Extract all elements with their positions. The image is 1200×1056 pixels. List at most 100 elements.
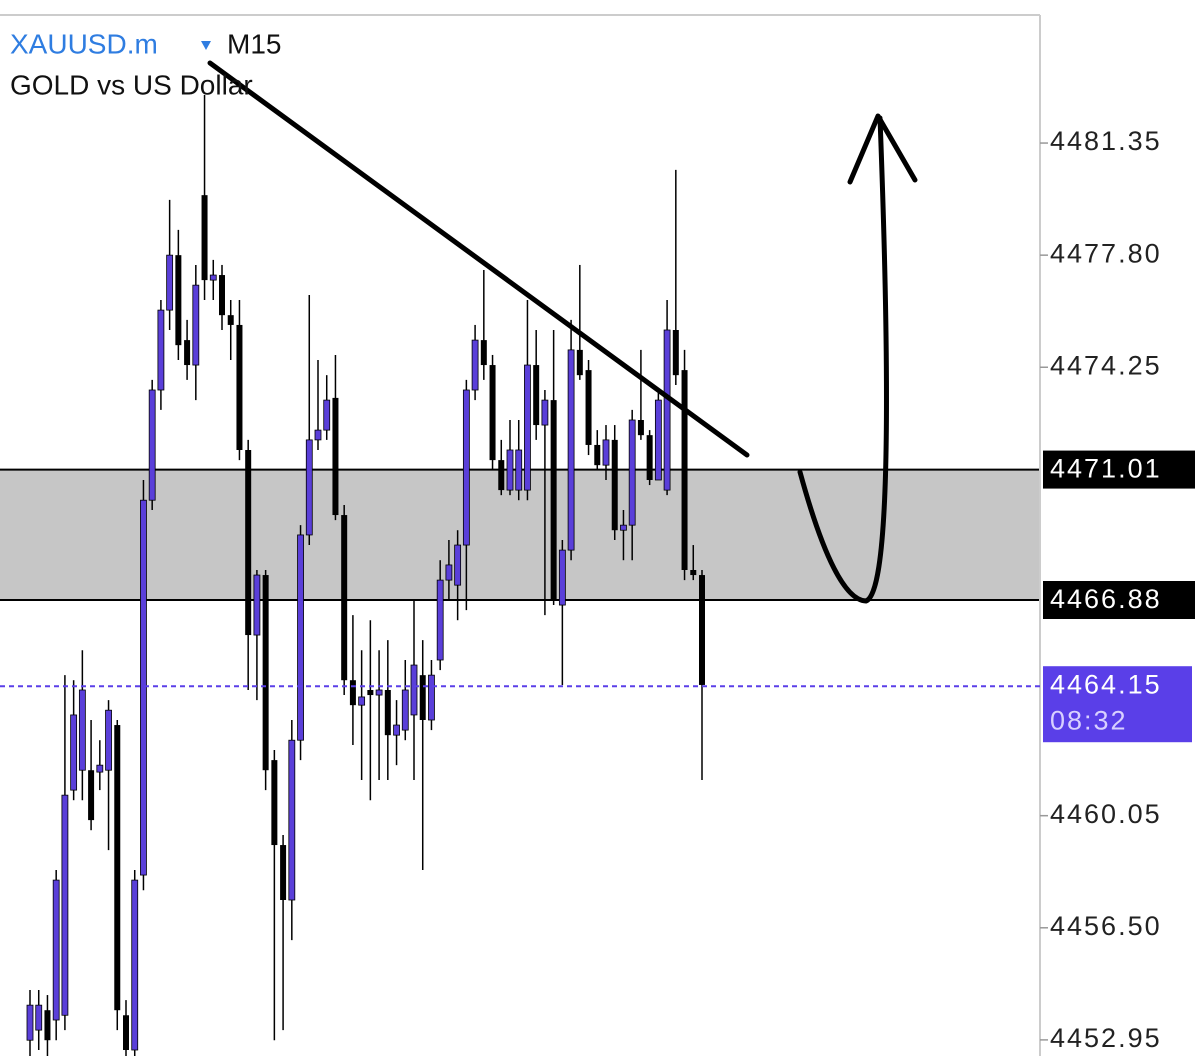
bear-body: [245, 450, 252, 636]
bear-body: [672, 330, 679, 376]
bear-body: [367, 690, 374, 696]
y-tick-label: 4474.25: [1050, 350, 1162, 380]
bull-body: [602, 439, 610, 466]
candles: [26, 95, 705, 1056]
bull-body: [105, 709, 112, 771]
bull-body: [96, 764, 104, 773]
y-tick-label: 4452.95: [1050, 1023, 1162, 1053]
zone: [0, 469, 1040, 600]
bull-body: [52, 879, 60, 1021]
bull-body: [375, 689, 383, 696]
bull-body: [401, 689, 409, 731]
bull-body: [393, 724, 400, 736]
y-tick-label: 4460.05: [1050, 799, 1162, 829]
bull-body: [454, 544, 462, 586]
bear-body: [585, 370, 592, 445]
y-tick-label: 4456.50: [1050, 911, 1162, 941]
bear-body: [88, 770, 95, 821]
bull-body: [462, 389, 470, 546]
bull-body: [148, 389, 156, 501]
arrow-head: [847, 113, 918, 185]
bull-body: [410, 664, 418, 716]
bear-body: [637, 420, 644, 436]
background: [0, 468, 1040, 601]
bull-body: [428, 674, 435, 721]
bull-body: [436, 579, 444, 661]
subtitle: GOLD vs US Dollar: [10, 69, 253, 100]
trendline: [207, 60, 750, 458]
bear-body: [699, 575, 705, 685]
bull-body: [192, 284, 200, 366]
bull-body: [26, 1004, 34, 1041]
bull-body: [166, 254, 174, 311]
bull-body: [61, 794, 69, 1016]
y-tick-label: 4477.80: [1050, 238, 1162, 268]
bull-body: [288, 739, 296, 901]
symbol[interactable]: XAUUSD.m: [10, 28, 158, 59]
level-label-box: [1043, 450, 1195, 489]
bull-body: [628, 419, 636, 526]
bull-body: [323, 399, 331, 431]
countdown: 08:32: [1050, 705, 1128, 735]
bear-body: [349, 680, 356, 706]
level-label: 4471.01: [1050, 454, 1162, 484]
bull-body: [567, 349, 575, 551]
bear-body: [576, 349, 583, 376]
y-tick-label: 4481.35: [1050, 126, 1162, 156]
bull-body: [35, 1004, 43, 1031]
bear-body: [184, 340, 191, 366]
bull-body: [654, 399, 662, 481]
bull-body: [314, 429, 322, 441]
bull-body: [471, 339, 479, 391]
bear-body: [201, 195, 208, 281]
curved-arrow: [797, 115, 889, 604]
bull-body: [506, 449, 514, 491]
bear-body: [384, 690, 391, 736]
dropdown-icon[interactable]: [201, 41, 211, 50]
bear-body: [123, 1015, 129, 1050]
bear-body: [419, 675, 426, 720]
bear-body: [681, 370, 688, 570]
bull-body: [297, 534, 304, 741]
bear-body: [219, 275, 225, 316]
bull-body: [70, 714, 78, 791]
bear-body: [498, 460, 505, 491]
current-price-label: 4464.15: [1050, 669, 1162, 699]
level-label-box: [1043, 581, 1195, 619]
bear-body: [550, 400, 557, 600]
bull-body: [253, 574, 261, 636]
bear-body: [533, 365, 540, 426]
bear-body: [489, 365, 496, 461]
bear-body: [594, 444, 601, 466]
bull-body: [620, 524, 627, 531]
bull-body: [524, 364, 531, 491]
bull-body: [358, 696, 366, 706]
bull-body: [305, 439, 313, 536]
bear-body: [236, 324, 243, 450]
price-axis: 4481.35 4477.80 4474.25 4460.05 4456.50 4452.…: [1040, 126, 1195, 1053]
bull-body: [558, 549, 566, 606]
bull-body: [541, 399, 549, 426]
bull-body: [515, 449, 523, 491]
bull-body: [157, 309, 165, 391]
bear-body: [480, 340, 487, 366]
bear-body: [690, 570, 697, 576]
bear-body: [227, 315, 234, 325]
bull-body: [209, 274, 217, 281]
bull-body: [445, 564, 453, 581]
bear-body: [262, 575, 269, 771]
bear-body: [646, 435, 653, 480]
timeframe: M15: [227, 28, 281, 59]
bull-body: [78, 689, 86, 771]
bear-body: [175, 255, 182, 346]
level-label: 4466.88: [1050, 584, 1162, 614]
bear-body: [114, 725, 121, 1011]
bull-body: [663, 329, 671, 491]
bear-body: [271, 760, 278, 846]
bull-body: [140, 499, 147, 876]
current-price-box: [1043, 666, 1192, 743]
bear-body: [611, 439, 618, 531]
bear-body: [44, 1010, 51, 1041]
